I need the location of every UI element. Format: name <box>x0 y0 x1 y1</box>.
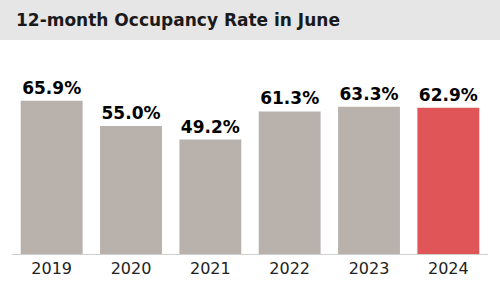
svg-text:2023: 2023 <box>349 259 390 278</box>
svg-text:2019: 2019 <box>31 259 72 278</box>
svg-text:61.3%: 61.3% <box>260 88 319 108</box>
svg-text:2022: 2022 <box>269 259 310 278</box>
svg-text:63.3%: 63.3% <box>340 84 399 104</box>
svg-text:55.0%: 55.0% <box>102 103 161 123</box>
svg-text:49.2%: 49.2% <box>181 117 240 137</box>
svg-text:2020: 2020 <box>111 259 152 278</box>
html-text:12-month Occupancy Rate in Jun: 12-month Occupancy Rate in June <box>16 10 340 30</box>
svg-text:62.9%: 62.9% <box>419 85 478 105</box>
svg-text:2024: 2024 <box>428 259 469 278</box>
svg-text:65.9%: 65.9% <box>22 78 81 98</box>
svg-text:2021: 2021 <box>190 259 231 278</box>
